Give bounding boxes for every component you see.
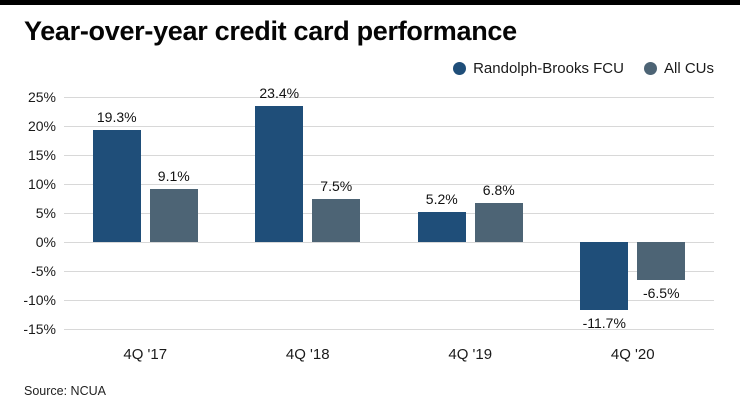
bar-value-label: 23.4% [259,85,300,102]
legend-dot-icon [453,62,467,75]
bar-value-label: 9.1% [157,168,190,185]
gridline [64,213,714,214]
y-tick-label: 0% [35,234,56,250]
y-tick-label: 20% [27,118,56,134]
bar-value-label: -6.5% [642,284,680,301]
bar-all-cus [637,242,686,280]
legend-item-all-cus: All CUs [643,60,714,77]
bar-value-label: 6.8% [482,181,515,198]
x-axis: 4Q '17 4Q '18 4Q '19 4Q '20 [64,340,714,363]
chart-legend: Randolph-Brooks FCU All CUs [453,60,714,77]
gridline [64,271,714,272]
legend-label: Randolph-Brooks FCU [473,60,624,77]
x-axis-label: 4Q '17 [123,346,168,363]
y-axis: 25% 20% 15% 10% 5% 0% -5% -10% -15% [0,89,56,337]
gridline [64,126,714,127]
y-tick-label: 10% [27,176,56,192]
plot-area: 19.3% 9.1% 23.4% 7.5% 5.2% 6.8% -11.7% -6.5% [64,85,714,331]
y-tick-label: -5% [31,263,56,279]
bar-all-cus [149,189,198,242]
gridline [64,155,714,156]
bar-value-label: 7.5% [320,177,353,194]
y-tick-label: -10% [23,292,56,308]
gridline [64,300,714,301]
y-tick-label: -15% [23,321,56,337]
bar-all-cus [474,202,523,242]
bar-randolph-brooks [255,106,304,242]
bar-value-label: -11.7% [582,314,626,331]
bar-randolph-brooks [580,242,629,310]
gridline [64,329,714,330]
y-tick-label: 25% [27,89,56,105]
legend-dot-icon [643,62,657,75]
legend-label: All CUs [663,60,714,77]
x-axis-label: 4Q '18 [285,346,330,363]
gridline [64,184,714,185]
bar-value-label: 5.2% [425,190,458,207]
gridline [64,242,714,243]
top-accent-bar [0,0,740,5]
legend-item-randolph-brooks: Randolph-Brooks FCU [453,60,624,77]
bar-all-cus [312,198,361,242]
source-attribution: Source: NCUA [24,384,106,398]
bar-randolph-brooks [417,211,466,242]
y-tick-label: 15% [27,147,56,163]
gridline [64,97,714,98]
bar-value-label: 19.3% [96,109,137,126]
chart-title: Year-over-year credit card performance [24,16,517,46]
x-axis-label: 4Q '20 [610,346,655,363]
bar-randolph-brooks [92,130,141,242]
x-axis-label: 4Q '19 [448,346,493,363]
y-tick-label: 5% [35,205,56,221]
